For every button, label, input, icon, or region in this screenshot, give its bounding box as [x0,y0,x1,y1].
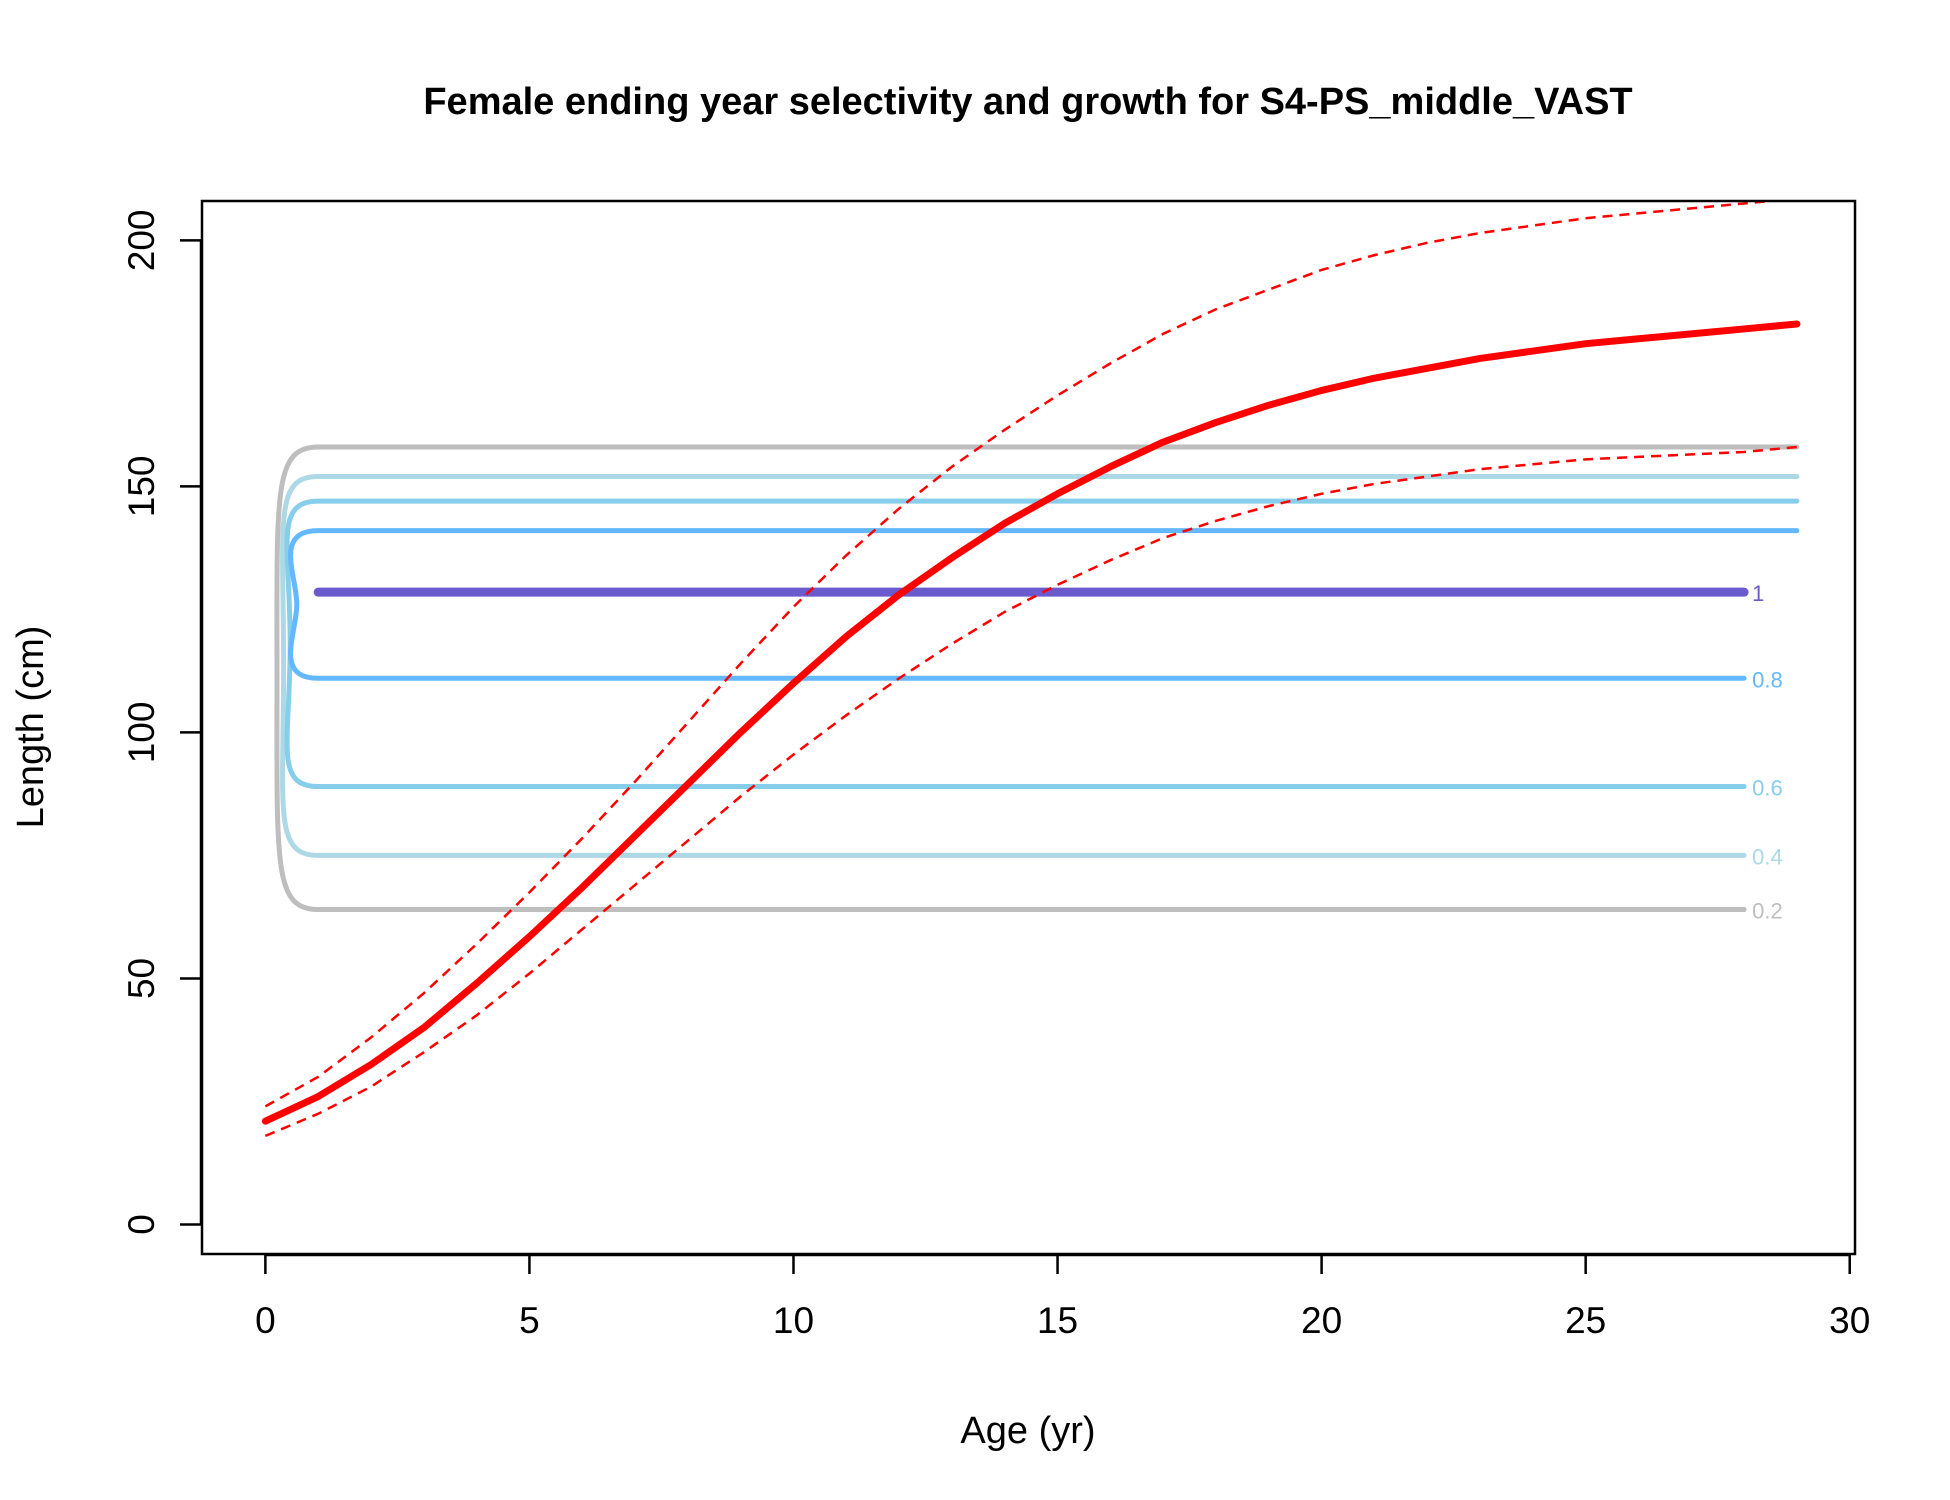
x-tick-label: 15 [1037,1300,1078,1341]
y-tick-label: 200 [121,209,162,271]
contour-label: 0.8 [1752,667,1783,692]
x-tick-label: 5 [519,1300,540,1341]
selectivity-contour-0.2 [274,444,1800,913]
x-tick-label: 25 [1565,1300,1606,1341]
chart-title: Female ending year selectivity and growt… [423,81,1632,123]
selectivity-contour-0.8 [288,528,1800,681]
selectivity-contours [274,444,1800,913]
y-tick-label: 50 [121,958,162,999]
selectivity-contour-0.6 [284,498,1800,790]
growth-lower-ci [264,445,1798,1138]
x-tick-label: 10 [773,1300,814,1341]
y-axis-label: Length (cm) [10,626,52,829]
growth-upper-ci [264,201,1784,1108]
contour-label: 0.2 [1752,899,1783,924]
contour-label: 0.4 [1752,844,1783,869]
y-tick-label: 0 [121,1214,162,1235]
x-tick-label: 0 [255,1300,276,1341]
x-tick-label: 20 [1301,1300,1342,1341]
contour-label: 0.6 [1752,776,1783,801]
growth-curves [261,201,1801,1138]
contour-label: 1 [1752,581,1764,606]
x-tick-label: 30 [1829,1300,1870,1341]
plot-frame [200,199,1857,1256]
y-tick-label: 150 [121,456,162,518]
x-axis: 0 5 10 15 20 25 30 [255,1253,1870,1341]
growth-mean-line [261,320,1801,1125]
y-axis: 0 50 100 150 200 [121,209,203,1235]
x-axis-label: Age (yr) [960,1410,1095,1452]
selectivity-contour-0.4 [280,474,1800,858]
y-tick-label: 100 [121,702,162,764]
